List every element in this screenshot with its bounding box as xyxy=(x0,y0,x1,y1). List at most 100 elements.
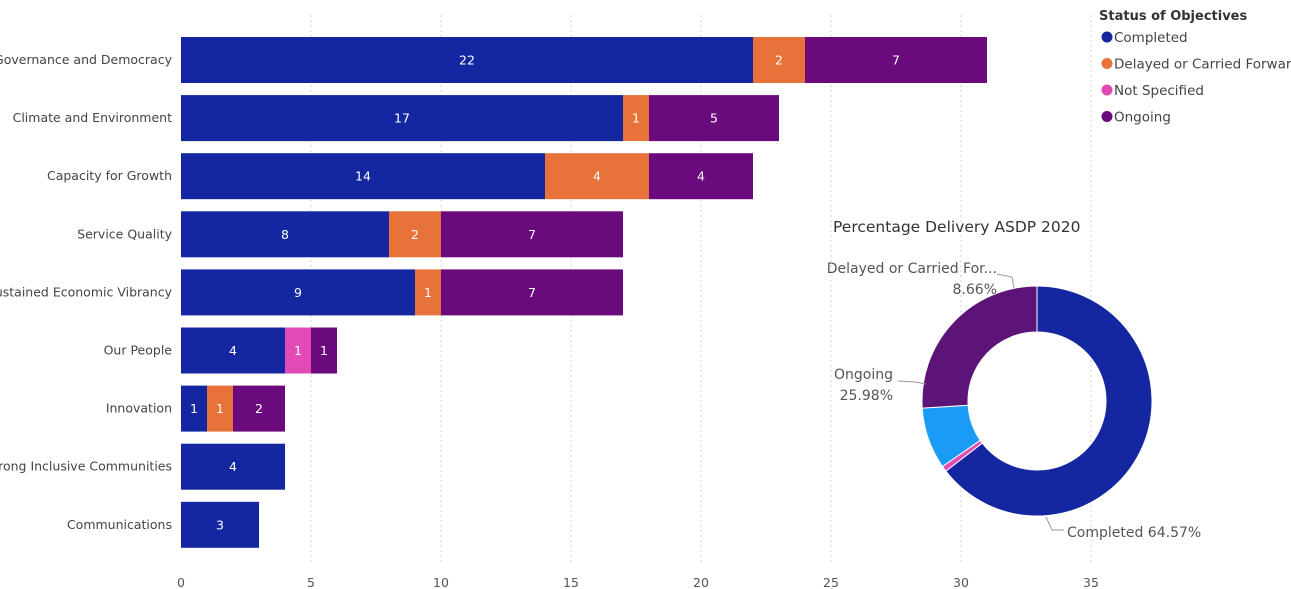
bar-value-label: 1 xyxy=(294,343,302,358)
x-tick-label: 30 xyxy=(953,575,969,589)
category-label: Strong Inclusive Communities xyxy=(0,459,172,474)
legend-label: Delayed or Carried Forward xyxy=(1114,57,1291,73)
category-label: Communications xyxy=(67,517,172,532)
donut-chart: Percentage Delivery ASDP 2020 Completed … xyxy=(827,218,1201,541)
bar-value-label: 22 xyxy=(459,53,475,68)
category-label: Governance and Democracy xyxy=(0,52,173,67)
legend: Status of Objectives Completed Delayed or… xyxy=(1099,9,1291,126)
bar-value-label: 1 xyxy=(216,401,224,416)
bar-row: 4 xyxy=(181,443,285,490)
bar-segment[interactable] xyxy=(181,153,545,200)
legend-title: Status of Objectives xyxy=(1099,9,1247,24)
category-axis: Governance and Democracy Climate and Envi… xyxy=(0,52,173,532)
legend-item[interactable]: Completed xyxy=(1101,30,1188,46)
donut-slice[interactable] xyxy=(921,285,1038,409)
bar-value-label: 9 xyxy=(294,285,302,300)
donut-label-delayed-pct: 8.66% xyxy=(953,282,997,298)
legend-label: Completed xyxy=(1114,30,1188,46)
x-tick-label: 15 xyxy=(563,575,579,589)
legend-item[interactable]: Ongoing xyxy=(1101,110,1171,126)
bar-value-label: 2 xyxy=(255,401,263,416)
bar-value-label: 1 xyxy=(190,401,198,416)
legend-marker xyxy=(1101,111,1113,122)
bar-value-label: 17 xyxy=(394,111,410,126)
bar-segment[interactable] xyxy=(805,37,987,83)
leader-line xyxy=(1045,516,1064,531)
bar-value-label: 4 xyxy=(697,169,705,184)
x-axis: 0 5 10 15 20 25 30 35 xyxy=(177,575,1099,589)
bar-row: 8 2 7 xyxy=(181,211,623,258)
donut-label-delayed: Delayed or Carried For... xyxy=(827,261,997,277)
bar-value-label: 1 xyxy=(632,111,640,126)
bar-value-label: 4 xyxy=(593,169,601,184)
bar-row: 1 1 2 xyxy=(181,385,285,432)
bar-segment[interactable] xyxy=(181,269,415,316)
bar-segment[interactable] xyxy=(181,443,285,490)
bar-row: 22 2 7 xyxy=(181,37,987,83)
x-tick-label: 0 xyxy=(177,575,185,589)
bar-row: 3 xyxy=(181,501,259,548)
bar-row: 4 1 1 xyxy=(181,327,337,374)
category-label: Service Quality xyxy=(77,226,172,241)
bar-segment[interactable] xyxy=(181,95,623,142)
bar-value-label: 4 xyxy=(229,459,237,474)
category-label: Innovation xyxy=(106,401,172,416)
x-tick-label: 35 xyxy=(1083,575,1099,589)
bar-segment[interactable] xyxy=(415,269,441,316)
legend-label: Not Specified xyxy=(1114,83,1204,99)
bar-segment[interactable] xyxy=(181,37,753,83)
bar-value-label: 5 xyxy=(710,111,718,126)
leader-line xyxy=(996,273,1015,289)
bar-segment[interactable] xyxy=(181,211,389,258)
bar-segment[interactable] xyxy=(181,327,285,374)
category-label: Our People xyxy=(104,343,173,358)
bar-value-label: 1 xyxy=(424,285,432,300)
bar-segment[interactable] xyxy=(441,269,623,316)
category-label: Sustained Economic Vibrancy xyxy=(0,284,173,299)
bar-row: 17 1 5 xyxy=(181,95,779,142)
x-tick-label: 5 xyxy=(307,575,315,589)
donut-label-completed: Completed 64.57% xyxy=(1067,525,1201,541)
x-tick-label: 20 xyxy=(693,575,709,589)
bar-segment[interactable] xyxy=(311,327,337,374)
bar-value-label: 7 xyxy=(892,53,900,68)
leader-line xyxy=(897,380,927,385)
legend-label: Ongoing xyxy=(1114,110,1171,126)
bar-segment[interactable] xyxy=(181,501,259,548)
bar-value-label: 4 xyxy=(229,343,237,358)
bar-value-label: 3 xyxy=(216,517,224,532)
bar-segment[interactable] xyxy=(285,327,311,374)
bar-segment[interactable] xyxy=(623,95,649,142)
x-tick-label: 25 xyxy=(823,575,839,589)
category-label: Capacity for Growth xyxy=(47,168,172,183)
bar-segment[interactable] xyxy=(441,211,623,258)
bar-row: 14 4 4 xyxy=(181,153,753,200)
bar-value-label: 7 xyxy=(528,227,536,242)
bar-segment[interactable] xyxy=(649,95,779,142)
bar-segment[interactable] xyxy=(649,153,753,200)
bar-segment[interactable] xyxy=(233,385,285,432)
bar-value-label: 2 xyxy=(411,227,419,242)
bar-value-label: 2 xyxy=(775,53,783,68)
donut-title: Percentage Delivery ASDP 2020 xyxy=(833,218,1081,236)
bar-row: 9 1 7 xyxy=(181,269,623,316)
bar-value-label: 1 xyxy=(320,343,328,358)
bar-segment[interactable] xyxy=(545,153,649,200)
category-label: Climate and Environment xyxy=(13,110,172,125)
legend-marker xyxy=(1101,58,1113,69)
bar-segment[interactable] xyxy=(753,37,805,83)
bar-segment[interactable] xyxy=(181,385,207,432)
bar-segment[interactable] xyxy=(389,211,441,258)
legend-item[interactable]: Not Specified xyxy=(1101,83,1204,99)
bar-segment[interactable] xyxy=(207,385,233,432)
legend-item[interactable]: Delayed or Carried Forward xyxy=(1101,57,1291,73)
x-tick-label: 10 xyxy=(433,575,449,589)
stacked-bar-chart: 22 2 717 1 514 4 48 2 79 1 74 1 11 1 243 xyxy=(181,37,987,548)
bar-value-label: 7 xyxy=(528,285,536,300)
bar-value-label: 8 xyxy=(281,227,289,242)
donut-slice[interactable] xyxy=(945,285,1153,517)
donut-label-ongoing: Ongoing xyxy=(834,367,893,383)
donut-label-ongoing-pct: 25.98% xyxy=(840,388,893,404)
legend-marker xyxy=(1101,31,1113,43)
